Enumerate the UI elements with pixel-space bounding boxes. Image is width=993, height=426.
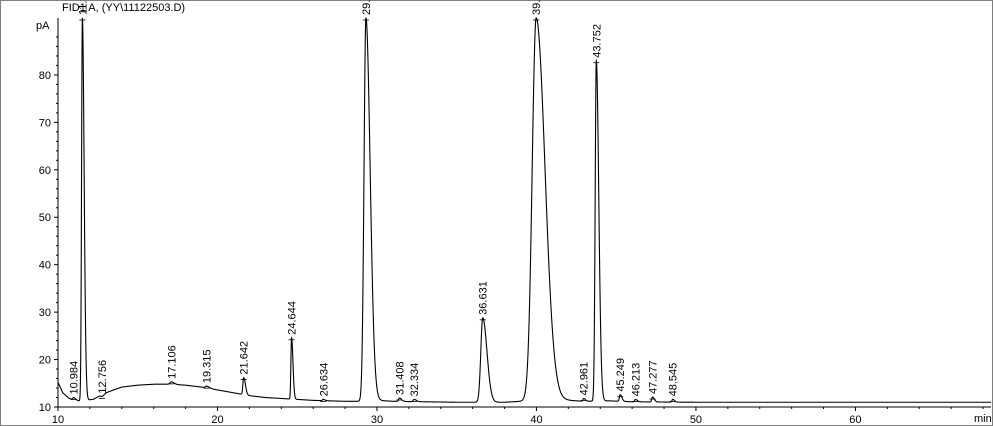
peak-label: 21.642 bbox=[239, 341, 251, 375]
y-tick-label: 20 bbox=[39, 355, 51, 367]
peak-label: 19.315 bbox=[202, 349, 214, 383]
y-axis-unit: pA bbox=[36, 20, 50, 32]
x-axis-unit: min bbox=[974, 413, 992, 425]
peak-label: 17.106 bbox=[166, 345, 178, 379]
peak-label: 45.249 bbox=[615, 358, 627, 392]
peak-label: 46.213 bbox=[631, 363, 643, 397]
peak-label: 31.408 bbox=[394, 361, 406, 395]
y-tick-label: 60 bbox=[39, 165, 51, 177]
x-tick-label: 10 bbox=[52, 414, 64, 426]
peak-label: 42.961 bbox=[579, 362, 591, 396]
peak-label: 12.756 bbox=[97, 360, 109, 394]
peak-label: 47.277 bbox=[648, 360, 660, 394]
peak-label: 39.982 bbox=[531, 0, 543, 15]
chart-title: FID1 A, (YY\11122503.D) bbox=[62, 2, 185, 14]
x-tick-label: 60 bbox=[849, 414, 861, 426]
x-tick-label: 30 bbox=[371, 414, 383, 426]
x-tick-label: 40 bbox=[530, 414, 542, 426]
peak-label: 29.308 bbox=[361, 0, 373, 15]
signal-trace bbox=[57, 17, 991, 403]
peak-label: 36.631 bbox=[478, 281, 490, 315]
y-tick-label: 80 bbox=[39, 70, 51, 82]
x-tick-label: 50 bbox=[690, 414, 702, 426]
peak-label: 11.528 bbox=[77, 0, 89, 15]
axes: 10 20 30 40 50 60 70 80 10 20 30 40 50 60 bbox=[39, 18, 991, 426]
peak-labels: 10.984 11.528 12.756 17.106 19.315 21.642 24.6… bbox=[69, 0, 680, 402]
signal-line bbox=[57, 17, 991, 403]
y-tick-label: 30 bbox=[39, 307, 51, 319]
peak-label: 43.752 bbox=[591, 24, 603, 58]
peak-label: 10.984 bbox=[69, 361, 81, 395]
x-tick-label: 20 bbox=[211, 414, 223, 426]
peak-label: 26.634 bbox=[318, 363, 330, 397]
y-tick-label: 70 bbox=[39, 117, 51, 129]
peak-label: 48.545 bbox=[668, 363, 680, 397]
peak-label: 32.334 bbox=[409, 363, 421, 397]
peak-label: 24.644 bbox=[287, 301, 299, 335]
y-tick-label: 50 bbox=[39, 212, 51, 224]
y-tick-label: 40 bbox=[39, 260, 51, 272]
y-tick-label: 10 bbox=[39, 402, 51, 414]
